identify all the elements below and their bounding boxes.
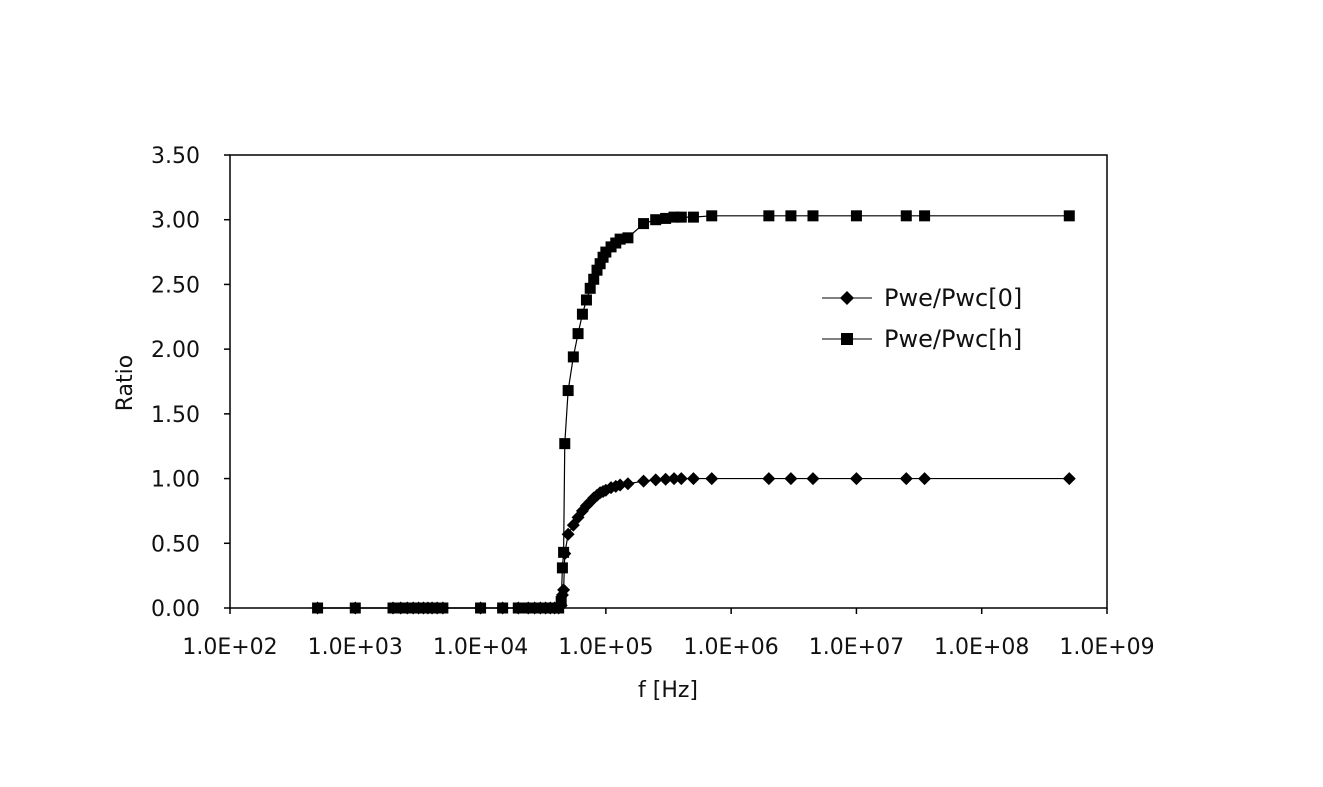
x-tick-label: 1.0E+03 (308, 635, 403, 660)
y-tick-label: 0.50 (151, 532, 200, 557)
x-tick-label: 1.0E+02 (182, 635, 277, 660)
legend-label-series-0: Pwe/Pwc[0] (884, 284, 1022, 312)
data-point-square (851, 210, 862, 221)
x-tick-label: 1.0E+09 (1059, 635, 1154, 660)
data-point-square (1064, 210, 1075, 221)
data-point-square (901, 210, 912, 221)
data-point-square (556, 596, 567, 607)
y-tick-label: 1.50 (151, 403, 200, 428)
data-point-square (312, 603, 323, 614)
y-tick-label: 2.00 (151, 338, 200, 363)
data-point-square (568, 351, 579, 362)
data-point-square (688, 212, 699, 223)
legend-square-marker (841, 333, 853, 345)
y-tick-label: 1.00 (151, 468, 200, 493)
data-point-square (475, 603, 486, 614)
data-point-square (557, 562, 568, 573)
data-point-square (807, 210, 818, 221)
data-point-square (581, 294, 592, 305)
x-axis-ticks: 1.0E+02 1.0E+03 1.0E+04 1.0E+05 1.0E+06 1.0E+… (182, 608, 1154, 660)
y-tick-label: 2.50 (151, 273, 200, 298)
x-tick-label: 1.0E+05 (558, 635, 653, 660)
data-point-square (706, 210, 717, 221)
data-point-square (437, 603, 448, 614)
y-axis-ticks: 0.00 0.50 1.00 1.50 2.00 2.50 3.00 3.50 (151, 144, 230, 622)
data-point-square (638, 218, 649, 229)
x-tick-label: 1.0E+04 (433, 635, 528, 660)
data-point-square (650, 214, 661, 225)
data-point-square (573, 328, 584, 339)
data-point-square (763, 210, 774, 221)
data-point-square (559, 438, 570, 449)
data-point-square (676, 212, 687, 223)
data-point-square (350, 603, 361, 614)
data-point-square (577, 309, 588, 320)
x-tick-label: 1.0E+07 (809, 635, 904, 660)
y-axis-title: Ratio (113, 355, 138, 411)
x-tick-label: 1.0E+06 (683, 635, 778, 660)
x-axis-title: f [Hz] (638, 678, 698, 703)
y-tick-label: 3.50 (151, 144, 200, 169)
data-point-square (919, 210, 930, 221)
data-point-square (558, 547, 569, 558)
y-tick-label: 3.00 (151, 209, 200, 234)
legend-label-series-1: Pwe/Pwc[h] (884, 325, 1022, 353)
data-point-square (563, 385, 574, 396)
data-point-square (785, 210, 796, 221)
data-point-square (513, 603, 524, 614)
data-point-square (497, 603, 508, 614)
data-point-square (622, 232, 633, 243)
y-tick-label: 0.00 (151, 597, 200, 622)
x-tick-label: 1.0E+08 (934, 635, 1029, 660)
